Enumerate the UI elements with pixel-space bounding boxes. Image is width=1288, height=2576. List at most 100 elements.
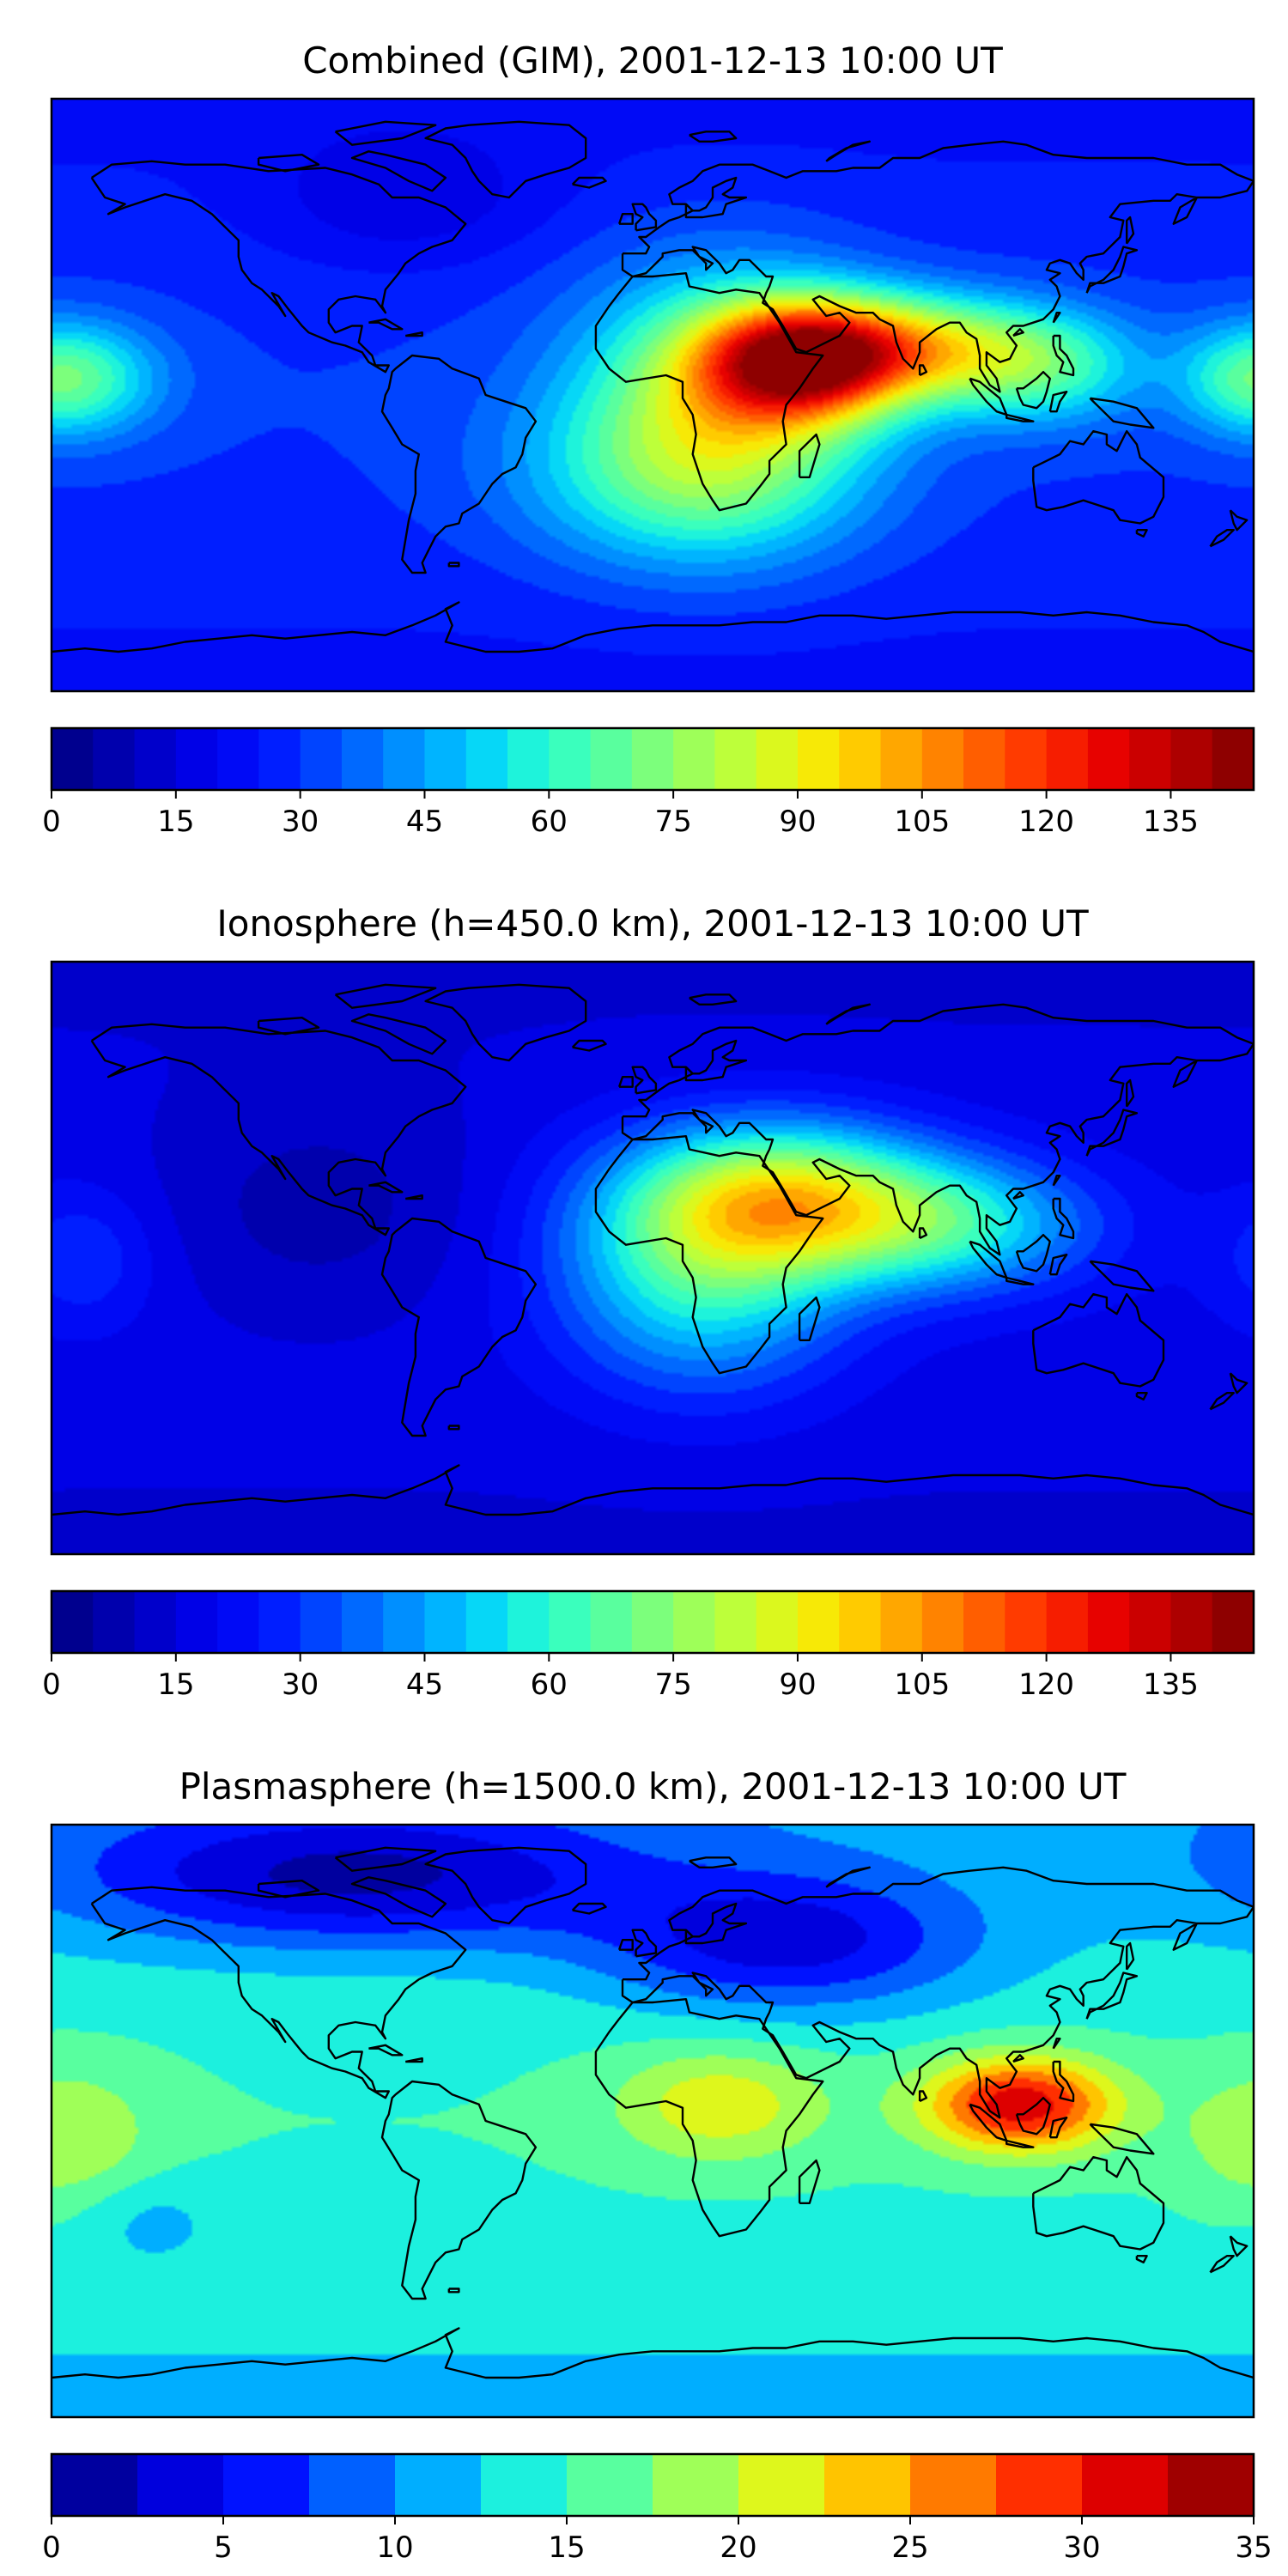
coastline-ionosphere-12 — [571, 1039, 607, 1052]
coastline-ionosphere-30 — [825, 1003, 871, 1025]
coastline-combined-24 — [918, 364, 928, 377]
coastline-plasmasphere-5 — [380, 2080, 538, 2300]
colorbar-ionosphere-swatch — [300, 1591, 343, 1653]
colorbar-plasmasphere-swatch — [738, 2454, 825, 2516]
coastline-ionosphere-18 — [1052, 1197, 1075, 1240]
coastline-plasmasphere-4 — [257, 1879, 320, 1899]
coastline-combined-10 — [631, 203, 658, 232]
colorbar-combined-swatch — [258, 728, 301, 790]
coastline-combined-13 — [1085, 246, 1139, 294]
tec-field-ionosphere — [52, 962, 1254, 1554]
coastline-plasmasphere-26 — [404, 2057, 423, 2063]
colorbar-combined-swatch — [383, 728, 426, 790]
coastline-combined-4 — [257, 153, 320, 173]
coastline-ionosphere-16 — [1015, 1233, 1052, 1273]
colorbar-ionosphere-swatch — [1087, 1591, 1130, 1653]
coastline-combined-28 — [1012, 328, 1024, 337]
colorbar-plasmasphere-tick-label: 0 — [42, 2530, 61, 2565]
coastline-combined-5 — [380, 354, 538, 574]
coastline-plasmasphere-27 — [1052, 2037, 1061, 2050]
coastline-ionosphere-25 — [368, 1181, 404, 1194]
colorbar-ionosphere-swatch — [1170, 1591, 1213, 1653]
coastline-combined-32 — [447, 562, 460, 568]
colorbar-ionosphere-swatch — [549, 1591, 592, 1653]
coastline-plasmasphere-17 — [1048, 2116, 1068, 2139]
colorbar-combined-swatch — [134, 728, 177, 790]
colorbar-ionosphere: 0 15 30 45 60 75 90 105 120 135 — [42, 1589, 1255, 1702]
colorbar-combined-swatch — [1212, 728, 1255, 790]
colorbar-combined-tick-label: 75 — [655, 805, 692, 839]
colorbar-combined-swatch — [756, 728, 799, 790]
coastline-plasmasphere-12 — [571, 1902, 607, 1915]
colorbar-ionosphere-swatch — [341, 1591, 384, 1653]
colorbar-combined-swatch — [921, 728, 964, 790]
coastlines-ionosphere — [52, 983, 1254, 1516]
colorbar-ionosphere-swatch — [1212, 1591, 1255, 1653]
colorbar-ionosphere-swatch — [631, 1591, 674, 1653]
coastline-ionosphere-8 — [621, 1003, 1254, 1256]
coastline-combined-14 — [969, 377, 1008, 416]
coastline-ionosphere-2 — [350, 1013, 447, 1055]
coastline-ionosphere-32 — [447, 1425, 460, 1431]
tec-field-plasmasphere — [52, 1825, 1254, 2417]
coastline-plasmasphere-15 — [1005, 2139, 1035, 2148]
coastline-plasmasphere-24 — [918, 2090, 928, 2103]
coastline-combined-27 — [1052, 312, 1061, 324]
coastline-ionosphere-1 — [424, 983, 587, 1062]
colorbar-ionosphere-tick-label: 45 — [406, 1668, 443, 1702]
map-combined — [50, 97, 1255, 693]
colorbar-plasmasphere-tick-label: 25 — [891, 2530, 928, 2565]
coastline-combined-33 — [52, 601, 1254, 653]
colorbar-combined-tick-label: 105 — [894, 805, 950, 839]
colorbar-ionosphere-swatch — [383, 1591, 426, 1653]
coastline-plasmasphere-9 — [684, 1902, 748, 1945]
coastline-combined-7 — [798, 433, 821, 478]
colorbar-ionosphere-tick-label: 30 — [282, 1668, 319, 1702]
colorbar-ionosphere-swatch — [673, 1591, 716, 1653]
coastline-combined-1 — [424, 120, 587, 199]
coastline-ionosphere-13 — [1085, 1109, 1139, 1157]
coastline-plasmasphere-8 — [621, 1866, 1254, 2119]
colorbar-ionosphere-swatch — [590, 1591, 633, 1653]
coastline-ionosphere-28 — [1012, 1191, 1024, 1200]
coastline-combined-17 — [1048, 391, 1068, 413]
colorbar-ionosphere-swatch — [507, 1591, 550, 1653]
colorbar-plasmasphere-swatch — [996, 2454, 1083, 2516]
colorbar-combined-swatch — [465, 728, 508, 790]
coastline-combined-0 — [90, 160, 467, 374]
coastline-combined-8 — [621, 140, 1254, 393]
coastline-plasmasphere-19 — [1089, 2123, 1155, 2155]
colorbar-plasmasphere-tick-label: 20 — [720, 2530, 756, 2565]
colorbar-ionosphere-swatch — [963, 1591, 1005, 1653]
map-frame-ionosphere — [50, 960, 1255, 1556]
panel-title-combined: Combined (GIM), 2001-12-13 10:00 UT — [302, 39, 1003, 82]
colorbar-ionosphere-swatch — [258, 1591, 301, 1653]
colorbar-combined-swatch — [52, 728, 94, 790]
colorbar-plasmasphere-tick-label: 15 — [548, 2530, 585, 2565]
coastline-plasmasphere-30 — [825, 1866, 871, 1888]
coastline-ionosphere-23 — [1209, 1391, 1235, 1411]
coastline-plasmasphere-13 — [1085, 1971, 1139, 2020]
coastline-ionosphere-22 — [1229, 1372, 1249, 1394]
coastline-ionosphere-11 — [617, 1075, 634, 1088]
colorbar-combined-swatch — [631, 728, 674, 790]
coastline-combined-23 — [1209, 529, 1235, 548]
colorbar-combined-swatch — [1129, 728, 1172, 790]
panel-combined: Combined (GIM), 2001-12-13 10:00 UT 0 15 3… — [42, 39, 1255, 839]
coastline-plasmasphere-33 — [52, 2327, 1254, 2379]
coastlines-combined — [52, 120, 1254, 653]
coastline-ionosphere-14 — [969, 1240, 1008, 1279]
colorbar-plasmasphere-swatch — [309, 2454, 396, 2516]
colorbar-combined-swatch — [714, 728, 757, 790]
colorbar-combined-swatch — [839, 728, 882, 790]
coastline-plasmasphere-0 — [90, 1886, 467, 2099]
coastline-ionosphere-29 — [1125, 1078, 1135, 1108]
coastline-ionosphere-9 — [684, 1039, 748, 1082]
colorbar-combined-swatch — [175, 728, 218, 790]
coastline-ionosphere-0 — [90, 1023, 467, 1236]
colorbar-ionosphere-swatch — [1046, 1591, 1089, 1653]
colorbar-ionosphere-swatch — [52, 1591, 94, 1653]
colorbar-ionosphere-swatch — [465, 1591, 508, 1653]
panel-title-ionosphere: Ionosphere (h=450.0 km), 2001-12-13 10:0… — [216, 902, 1089, 945]
